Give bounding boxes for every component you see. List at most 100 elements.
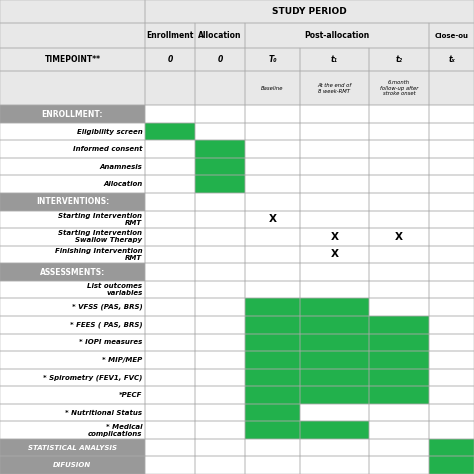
Bar: [245, 263, 300, 281]
Bar: [300, 210, 369, 228]
Bar: [195, 193, 245, 210]
Bar: [0, 71, 145, 105]
Bar: [0, 439, 145, 456]
Bar: [0, 421, 145, 439]
Bar: [0, 351, 145, 369]
Bar: [369, 263, 429, 281]
Bar: [245, 369, 300, 386]
Bar: [369, 439, 429, 456]
Bar: [0, 140, 145, 158]
Bar: [145, 71, 195, 105]
Bar: [0, 228, 145, 246]
Bar: [369, 228, 429, 246]
Bar: [145, 71, 195, 105]
Bar: [429, 263, 474, 281]
Bar: [300, 369, 369, 386]
Bar: [145, 439, 195, 456]
Text: STUDY PERIOD: STUDY PERIOD: [272, 7, 347, 16]
Bar: [195, 281, 245, 299]
Bar: [369, 158, 429, 175]
Text: STATISTICAL ANALYSIS: STATISTICAL ANALYSIS: [28, 445, 117, 451]
Bar: [145, 140, 195, 158]
Bar: [0, 404, 145, 421]
Bar: [195, 439, 245, 456]
Bar: [245, 23, 429, 48]
Bar: [0, 246, 145, 263]
Bar: [195, 246, 245, 263]
Bar: [245, 210, 300, 228]
Bar: [300, 281, 369, 299]
Bar: [0, 23, 145, 48]
Text: Finishing Intervention
RMT: Finishing Intervention RMT: [55, 248, 143, 261]
Bar: [369, 140, 429, 158]
Text: Starting Intervention
RMT: Starting Intervention RMT: [58, 213, 143, 226]
Bar: [369, 351, 429, 369]
Bar: [245, 246, 300, 263]
Bar: [429, 140, 474, 158]
Bar: [0, 334, 145, 351]
Text: * Spirometry (FEV1, FVC): * Spirometry (FEV1, FVC): [43, 374, 143, 381]
Bar: [0, 246, 145, 263]
Bar: [429, 369, 474, 386]
Bar: [300, 456, 369, 474]
Bar: [369, 421, 429, 439]
Bar: [195, 439, 245, 456]
Bar: [429, 158, 474, 175]
Text: Informed consent: Informed consent: [73, 146, 143, 152]
Bar: [245, 105, 300, 123]
Bar: [245, 386, 300, 404]
Bar: [300, 334, 369, 351]
Bar: [300, 281, 369, 299]
Bar: [429, 334, 474, 351]
Bar: [195, 105, 245, 123]
Bar: [429, 281, 474, 299]
Bar: [369, 439, 429, 456]
Bar: [245, 404, 300, 421]
Text: List outcomes
variables: List outcomes variables: [88, 283, 143, 296]
Bar: [429, 23, 474, 48]
Bar: [369, 386, 429, 404]
Bar: [369, 228, 429, 246]
Bar: [145, 334, 195, 351]
Bar: [300, 456, 369, 474]
Bar: [429, 316, 474, 334]
Bar: [145, 316, 195, 334]
Bar: [195, 299, 245, 316]
Bar: [429, 421, 474, 439]
Bar: [245, 456, 300, 474]
Bar: [300, 175, 369, 193]
Bar: [245, 48, 300, 71]
Bar: [245, 263, 300, 281]
Text: t₂: t₂: [395, 55, 402, 64]
Bar: [369, 175, 429, 193]
Bar: [429, 421, 474, 439]
Bar: [0, 369, 145, 386]
Bar: [369, 386, 429, 404]
Bar: [195, 456, 245, 474]
Bar: [300, 193, 369, 210]
Bar: [195, 386, 245, 404]
Bar: [300, 404, 369, 421]
Bar: [245, 421, 300, 439]
Bar: [429, 123, 474, 140]
Bar: [0, 23, 145, 48]
Text: X: X: [330, 249, 338, 259]
Text: Enrollment: Enrollment: [146, 31, 193, 40]
Bar: [245, 439, 300, 456]
Text: Close-ou: Close-ou: [435, 33, 469, 38]
Bar: [369, 334, 429, 351]
Bar: [300, 158, 369, 175]
Bar: [195, 299, 245, 316]
Text: * IOPI measures: * IOPI measures: [79, 339, 143, 345]
Bar: [0, 175, 145, 193]
Bar: [369, 281, 429, 299]
Bar: [369, 140, 429, 158]
Bar: [145, 105, 195, 123]
Bar: [0, 210, 145, 228]
Bar: [0, 158, 145, 175]
Bar: [429, 48, 474, 71]
Bar: [369, 158, 429, 175]
Bar: [195, 316, 245, 334]
Bar: [369, 210, 429, 228]
Bar: [300, 246, 369, 263]
